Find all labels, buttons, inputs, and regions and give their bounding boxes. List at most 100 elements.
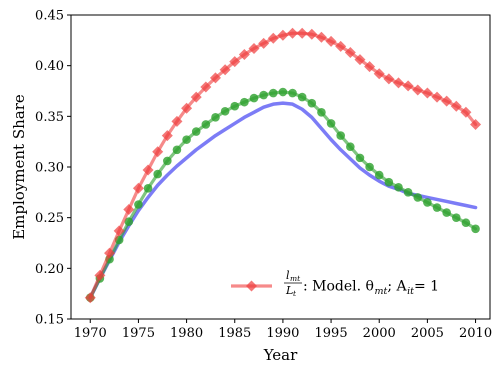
series-green-point xyxy=(220,106,230,116)
series-red-point xyxy=(421,87,433,99)
series-green-point xyxy=(230,101,240,111)
series-red-point xyxy=(296,27,308,39)
series-green-point xyxy=(413,193,423,202)
series-red-point xyxy=(450,100,462,112)
series-green-point xyxy=(240,97,249,107)
series-green-point xyxy=(403,188,413,197)
series-green-point xyxy=(297,92,307,102)
series-red-point xyxy=(132,182,144,194)
series-green-point xyxy=(191,127,201,136)
legend-text-part: it xyxy=(407,286,414,297)
series-red-point xyxy=(335,40,347,52)
series-green-point xyxy=(172,145,182,155)
legend-text-part: t xyxy=(293,289,297,298)
x-tick-label: 1980 xyxy=(170,326,203,341)
series-red-point xyxy=(344,46,356,58)
series-red-point xyxy=(152,146,164,158)
series-green-point xyxy=(355,153,365,163)
series-red-point xyxy=(219,64,231,76)
series-red-point xyxy=(306,28,318,40)
series-green-point xyxy=(211,113,220,122)
series-green-point xyxy=(461,218,471,228)
legend-marker-swatch xyxy=(246,280,257,292)
series-red-point xyxy=(470,118,482,130)
ticks-layer: 1970 1975 1980 1985 1990 1995 2000 2005 2010 0.15… xyxy=(35,9,492,342)
legend-text-part: : Model. θ xyxy=(303,279,374,295)
legend-text-part: = 1 xyxy=(414,279,439,295)
legend-text-part: L xyxy=(285,284,293,297)
series-green-point xyxy=(143,183,153,193)
series-green-point xyxy=(346,142,355,152)
series-red-point xyxy=(277,29,289,41)
series-red-point xyxy=(441,95,453,107)
series-green-point xyxy=(451,213,461,222)
series-red-point xyxy=(171,115,183,127)
series-green-point xyxy=(134,200,143,209)
series-red-point xyxy=(364,61,376,73)
y-tick-label: 0.20 xyxy=(35,262,64,277)
y-tick-label: 0.25 xyxy=(35,211,64,226)
series-green-point xyxy=(442,208,451,217)
y-axis-label: Employment Share xyxy=(10,94,28,240)
series-red-point xyxy=(161,130,173,142)
series-green-point xyxy=(317,107,326,117)
series-green-point xyxy=(163,156,172,166)
series-green-point xyxy=(153,169,162,179)
series-red-point xyxy=(229,56,241,68)
series-green-point xyxy=(336,131,346,140)
series-green-point xyxy=(365,162,374,172)
series-green-point xyxy=(182,135,191,144)
series-green-point xyxy=(384,177,394,187)
legend-text-part: mt xyxy=(374,286,387,297)
series-green-point xyxy=(394,182,403,192)
series-red-point xyxy=(325,35,337,47)
x-tick-label: 2005 xyxy=(411,326,444,341)
series-red-point xyxy=(123,204,135,216)
series-green xyxy=(85,87,480,303)
series-red-point xyxy=(287,27,299,39)
series-red-point xyxy=(94,269,106,281)
series-red-point xyxy=(431,91,443,103)
series-red-point xyxy=(267,32,279,44)
legend-text-part: ; A xyxy=(387,279,407,295)
series-red-point xyxy=(113,225,125,237)
series-red-point xyxy=(84,292,96,304)
series-green-point xyxy=(471,224,480,234)
series-layer xyxy=(84,27,482,304)
series-red-point xyxy=(248,42,260,54)
x-tick-label: 2010 xyxy=(459,326,492,341)
series-red-point xyxy=(315,31,327,43)
series-red-point xyxy=(190,91,202,103)
series-green-point xyxy=(423,198,432,207)
x-tick-label: 1985 xyxy=(218,326,251,341)
series-red-point xyxy=(142,164,154,176)
x-tick-label: 1990 xyxy=(266,326,299,341)
x-axis-label: Year xyxy=(263,346,298,364)
series-red-point xyxy=(209,72,221,84)
series-red-point xyxy=(258,37,270,49)
legend-text-part: l xyxy=(286,269,290,282)
series-red-point xyxy=(373,68,385,80)
series-red-point xyxy=(383,73,395,85)
series-green-point xyxy=(288,88,297,98)
series-green-point xyxy=(278,87,288,97)
x-tick-label: 1970 xyxy=(74,326,107,341)
series-red-point xyxy=(200,81,212,93)
series-green-point xyxy=(374,170,384,180)
series-green-point xyxy=(432,203,442,212)
series-red xyxy=(84,27,482,304)
y-tick-label: 0.35 xyxy=(35,110,64,125)
series-red-point xyxy=(392,77,404,89)
series-green-point xyxy=(124,217,134,227)
plot-frame xyxy=(70,14,491,320)
series-green-point xyxy=(249,93,259,103)
x-tick-label: 1975 xyxy=(122,326,155,341)
series-red-point xyxy=(104,247,116,259)
legend-text-part: mt xyxy=(290,274,301,283)
series-red-point xyxy=(354,54,366,66)
y-tick-label: 0.15 xyxy=(35,313,64,328)
series-red-point xyxy=(412,84,424,96)
series-green-point xyxy=(326,119,336,128)
